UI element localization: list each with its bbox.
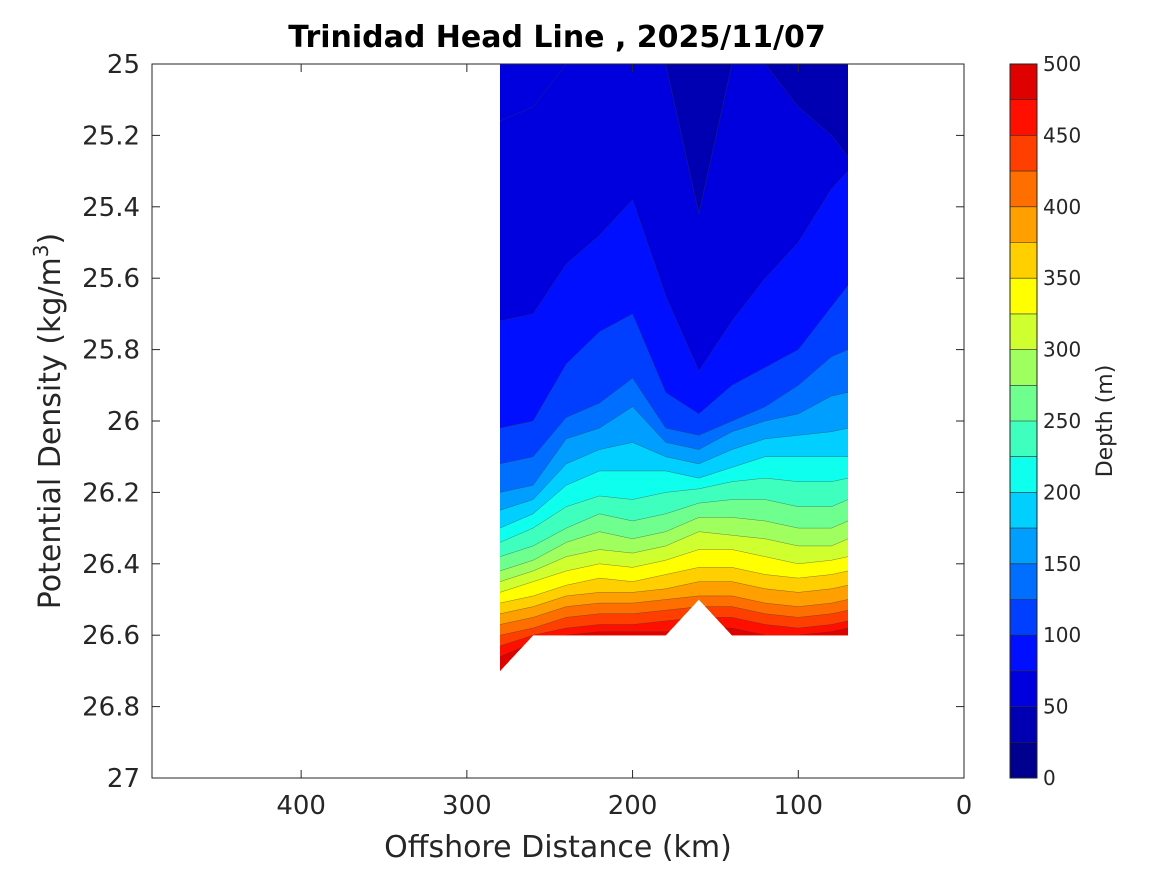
contour-line [500,517,848,572]
contour-line [500,499,848,557]
y-tick-label: 27 [107,764,140,794]
colorbar-label: Depth (m) [1093,365,1118,478]
y-axis-label-close: ) [33,233,68,245]
colorbar-swatch [1010,742,1037,778]
colorbar-swatch [1010,313,1037,350]
contour-line [500,567,848,604]
colorbar-swatch [1010,706,1037,743]
y-axis-ticks: 25 25.2 25.4 25.6 25.8 26 26.2 26.4 26.6 26.8 27 [82,50,964,794]
y-tick-label: 26.6 [82,621,140,651]
x-tick-label: 300 [442,791,492,821]
colorbar-swatch [1010,64,1037,100]
colorbar-tick-label: 0 [1043,766,1056,790]
colorbar-ticks: 0 50 100 150 200 250 300 350 400 450 500 [1043,52,1081,790]
contour-line [500,349,848,465]
colorbar-tick-label: 100 [1043,623,1081,647]
contour-line [500,64,848,122]
colorbar-tick-label: 300 [1043,338,1081,362]
colorbar-swatches [1010,64,1037,778]
contour-line [500,392,848,493]
colorbar-swatch [1010,421,1037,457]
plot-area: 400 300 200 100 0 25 25.2 25.4 25.6 25.8 26 26.2 26… [82,50,972,821]
colorbar-swatch [1010,528,1037,564]
contour-line [500,170,848,372]
contour-line [500,477,848,543]
colorbar-swatch [1010,635,1037,671]
y-axis-label: Potential Density (kg/m3) [29,233,68,609]
contour-line [500,595,848,625]
colorbar-swatch [1010,135,1037,172]
colorbar-swatch [1010,99,1037,136]
colorbar-tick-label: 200 [1043,480,1081,504]
x-tick-label: 0 [956,791,973,821]
contour-line [500,549,848,593]
x-axis-label: Offshore Distance (km) [384,830,732,865]
contour-line [500,581,848,615]
x-tick-label: 400 [276,791,326,821]
colorbar-swatch [1010,349,1037,386]
colorbar: 0 50 100 150 200 250 300 350 400 450 500 [1009,52,1081,790]
colorbar-tick-label: 350 [1043,266,1081,290]
contour-line [500,606,848,636]
colorbar-tick-label: 500 [1043,52,1081,76]
colorbar-swatch [1010,670,1037,707]
contour-line [500,285,848,429]
colorbar-swatch [1010,599,1037,636]
colorbar-swatch [1010,456,1037,493]
colorbar-swatch [1010,278,1037,314]
y-tick-label: 26.8 [82,693,140,723]
colorbar-tick-label: 450 [1043,123,1081,147]
x-tick-label: 200 [608,791,658,821]
colorbar-swatch [1010,206,1037,243]
y-tick-label: 25.8 [82,336,140,366]
y-tick-label: 25 [107,50,140,80]
y-tick-label: 25.6 [82,264,140,294]
y-tick-label: 25.2 [82,121,140,151]
contour-line [500,427,848,511]
colorbar-frame [1009,63,1038,779]
chart-title: Trinidad Head Line , 2025/11/07 [288,20,825,55]
y-tick-label: 25.4 [82,193,140,223]
y-tick-label: 26.2 [82,478,140,508]
x-tick-label: 100 [773,791,823,821]
y-axis-label-superscript: 3 [29,244,53,257]
y-tick-label: 26.4 [82,550,140,580]
y-axis-label-main: Potential Density (kg/m [33,257,68,609]
contour-line [500,64,848,214]
contour-line [500,456,848,529]
colorbar-swatch [1010,563,1037,600]
colorbar-swatch [1010,385,1037,421]
colorbar-tick-label: 50 [1043,695,1068,719]
colorbar-tick-label: 250 [1043,409,1081,433]
y-tick-label: 26 [107,407,140,437]
contour-line [500,531,848,582]
colorbar-swatch [1010,171,1037,207]
colorbar-tick-label: 150 [1043,552,1081,576]
colorbar-tick-label: 400 [1043,195,1081,219]
colorbar-swatch [1010,492,1037,529]
colorbar-swatch [1010,242,1037,279]
x-axis-ticks: 400 300 200 100 0 [276,64,972,821]
